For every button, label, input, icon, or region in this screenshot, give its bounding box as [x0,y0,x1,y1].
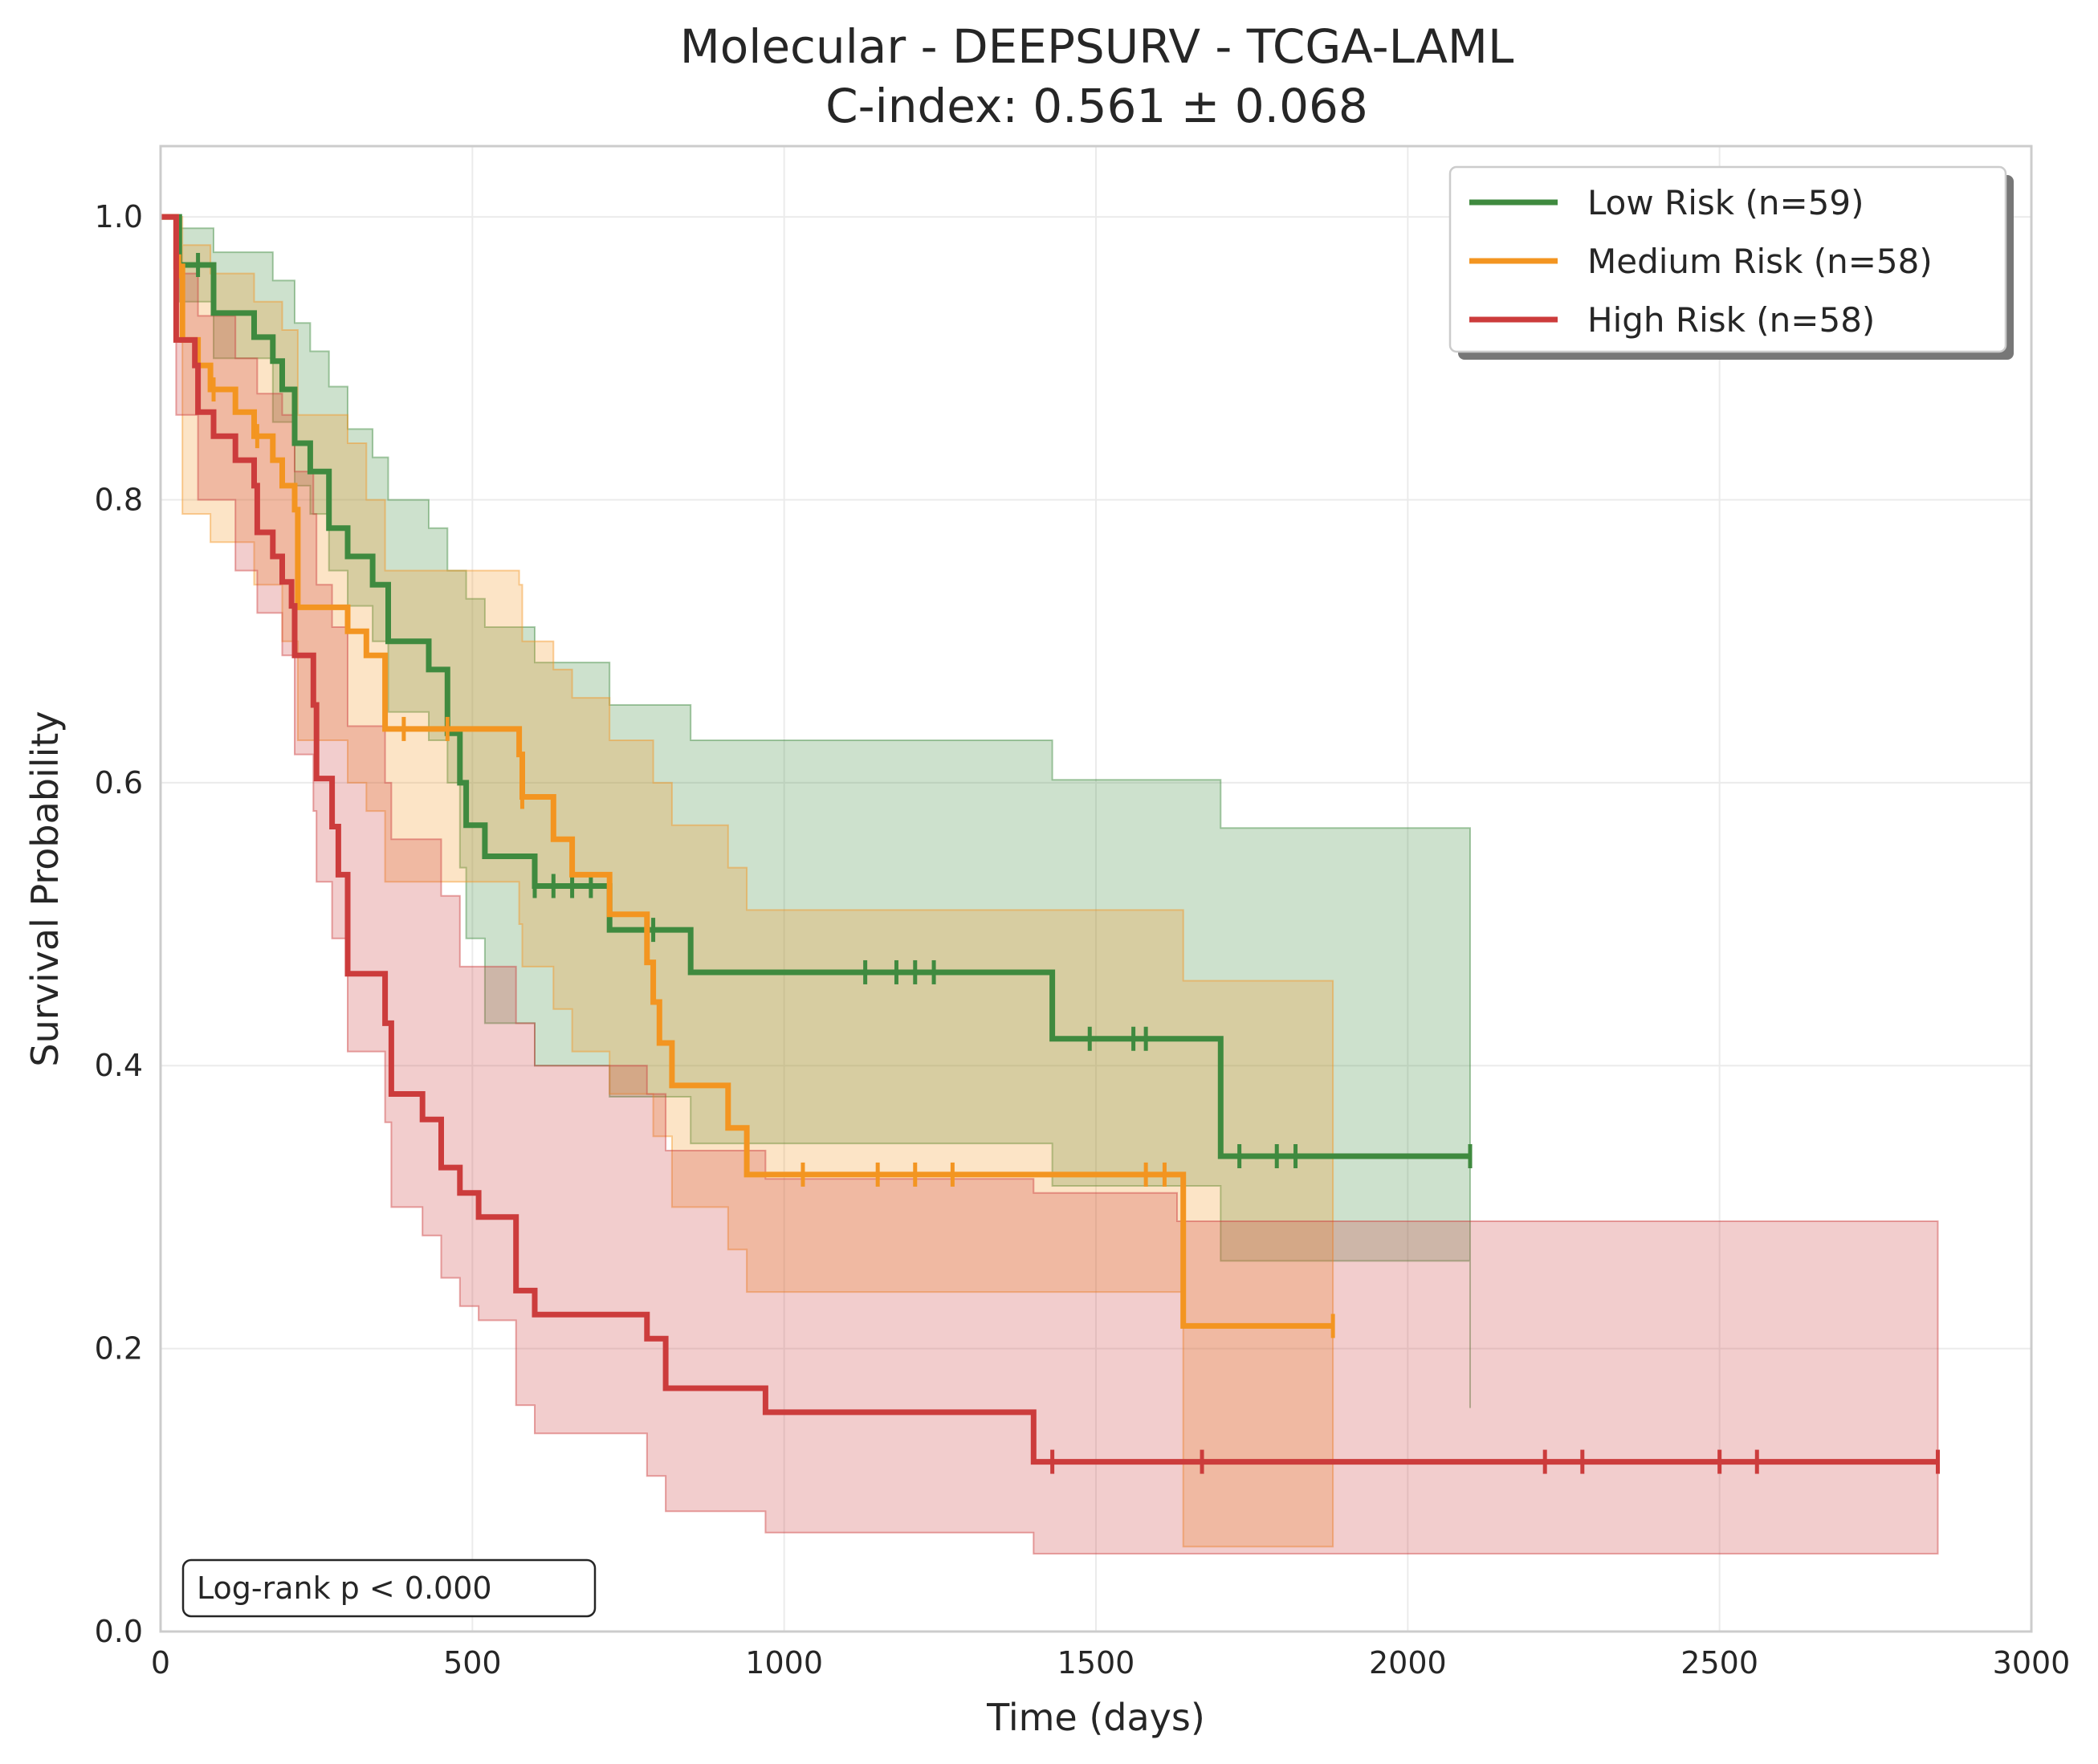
chart-title: Molecular - DEEPSURV - TCGA-LAML [680,19,1514,74]
x-tick-label: 3000 [1993,1645,2071,1680]
x-axis-title: Time (days) [986,1696,1205,1739]
x-tick-label: 1000 [745,1645,823,1680]
legend-label-series-1: Medium Risk (n=58) [1587,242,1933,281]
ci-band-series-1 [161,216,1334,1548]
legend: Low Risk (n=59) Medium Risk (n=58) High Ri… [1448,165,2014,360]
x-tick-label: 500 [443,1645,502,1680]
x-tick-label: 2500 [1680,1645,1758,1680]
x-tick-label: 1500 [1057,1645,1135,1680]
logrank-annotation: Log-rank p < 0.000 [181,1558,597,1618]
annotation-text: Log-rank p < 0.000 [197,1570,492,1606]
annotation-box [181,1558,597,1618]
ci-band-series-2 [161,216,1939,1555]
plot-area [161,214,1940,1555]
survival-line-series-2 [161,214,1938,1465]
y-tick-label: 0.2 [95,1331,143,1367]
plot-frame [159,145,2033,1633]
legend-label-series-0: Low Risk (n=59) [1587,183,1864,222]
y-tick-label: 1.0 [95,199,143,234]
axis-ticks: 0 500 1000 1500 2000 2500 3000 0.0 0.2 0.4 0.6 0.8 1… [95,199,2071,1680]
y-tick-label: 0.0 [95,1614,143,1649]
ci-band-series-0 [161,216,1471,1408]
survival-line-series-1 [161,214,1334,1329]
y-tick-label: 0.6 [95,765,143,801]
y-tick-label: 0.4 [95,1048,143,1083]
survival-line-series-0 [161,214,1470,1159]
legend-box [1448,165,2007,353]
y-axis-title: Survival Probability [23,711,67,1066]
chart-subtitle: C-index: 0.561 ± 0.068 [825,79,1368,133]
x-tick-label: 0 [151,1645,170,1680]
x-tick-label: 2000 [1369,1645,1447,1680]
y-tick-label: 0.8 [95,482,143,517]
legend-label-series-2: High Risk (n=58) [1587,300,1875,340]
